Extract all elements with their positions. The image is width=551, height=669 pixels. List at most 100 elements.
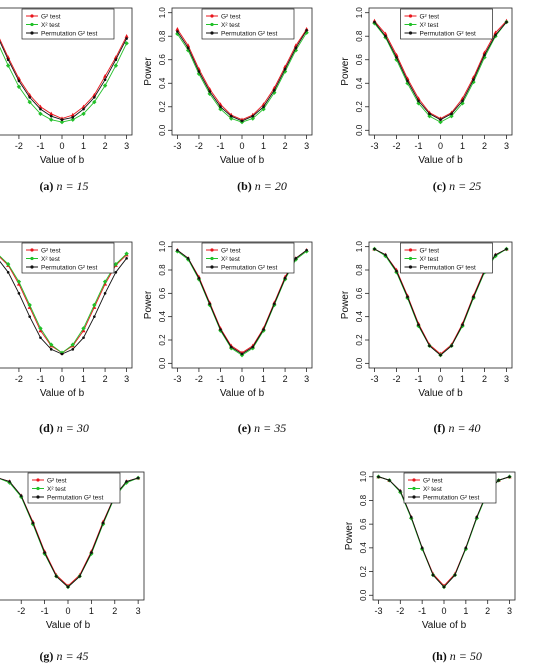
data-point-perm — [8, 480, 11, 483]
x-tick-label: 3 — [504, 374, 509, 384]
x-tick-label: 3 — [504, 141, 509, 151]
data-point-x2 — [394, 57, 399, 62]
x-tick-label: 1 — [89, 606, 94, 616]
data-point-g2 — [49, 111, 54, 116]
data-point-perm — [305, 248, 308, 252]
data-point-x2 — [124, 41, 129, 46]
data-point-x2 — [92, 99, 97, 105]
caption-n: n = 50 — [450, 649, 482, 663]
data-point-perm — [240, 119, 244, 123]
data-point-perm — [71, 116, 75, 119]
legend-marker-x2 — [408, 22, 413, 27]
data-point-x2 — [16, 84, 22, 89]
x-tick-label: 0 — [59, 374, 64, 384]
data-point-x2 — [175, 31, 180, 37]
x-tick-label: -1 — [216, 141, 224, 151]
x-tick-label: 3 — [304, 141, 309, 151]
x-tick-label: 0 — [59, 141, 64, 151]
data-point-perm — [6, 271, 10, 274]
data-point-x2 — [59, 119, 65, 125]
legend-label-perm: Permutation G² test — [221, 265, 278, 272]
data-point-perm — [373, 247, 376, 251]
caption-n: n = 25 — [449, 179, 481, 193]
x-tick-label: 1 — [460, 141, 465, 151]
data-point-perm — [229, 114, 233, 118]
data-point-x2 — [405, 81, 410, 86]
legend-marker-x2 — [210, 256, 214, 261]
legend-marker-g2 — [30, 14, 34, 18]
legend-label-g2: G² test — [423, 478, 443, 485]
x-tick-label: 3 — [124, 141, 129, 151]
data-point-perm — [494, 33, 497, 37]
y-tick-label: 0.4 — [359, 542, 368, 554]
legend-label-g2: G² test — [420, 248, 440, 255]
legend-marker-perm — [30, 265, 34, 269]
x-tick-label: 1 — [81, 374, 86, 384]
x-tick-label: 2 — [283, 374, 288, 384]
data-point-perm — [103, 78, 107, 82]
subfigure-caption: (e) n = 35 — [238, 421, 286, 435]
y-tick-label: 1.0 — [158, 7, 167, 19]
data-point-perm — [251, 114, 255, 118]
x-tick-label: 2 — [482, 374, 487, 384]
data-point-perm — [399, 489, 402, 493]
data-point-perm — [251, 345, 255, 349]
data-point-x2 — [124, 251, 129, 256]
series-line-perm — [177, 30, 307, 122]
data-point-x2 — [27, 99, 32, 105]
legend-label-x2: X² test — [41, 256, 60, 263]
legend-label-x2: X² test — [221, 256, 240, 263]
series-line-g2 — [0, 35, 128, 119]
data-point-perm — [428, 112, 431, 116]
y-tick-label: 0.2 — [359, 565, 368, 577]
data-point-perm — [294, 46, 298, 50]
data-point-perm — [505, 247, 508, 251]
data-point-perm — [384, 253, 387, 257]
data-point-perm — [384, 34, 387, 38]
x-tick-label: 1 — [81, 141, 86, 151]
subfigure-caption: (g) n = 45 — [39, 649, 88, 663]
x-tick-label: 0 — [239, 141, 244, 151]
chart-panel-e: -3 -2 -1 0 1 2 3 Value of b 0.0 0.2 0.4 0.6 0.8 1.0 Po… — [143, 241, 313, 435]
data-point-x2 — [81, 111, 86, 117]
caption-n: n = 40 — [448, 421, 480, 435]
x-tick-label: 3 — [136, 606, 141, 616]
data-point-perm — [208, 302, 211, 306]
x-tick-label: 2 — [103, 141, 108, 151]
data-point-perm — [114, 271, 118, 274]
data-point-x2 — [27, 302, 32, 308]
y-tick-label: 0.8 — [158, 30, 167, 42]
data-point-perm — [103, 292, 107, 295]
y-tick-label: 0.8 — [355, 264, 364, 276]
legend-marker-g2 — [408, 14, 413, 18]
legend-label-perm: Permutation G² test — [41, 31, 98, 38]
data-point-perm — [219, 105, 222, 109]
data-point-perm — [273, 302, 276, 306]
y-axis-label: Power — [143, 290, 154, 319]
x-axis-label: Value of b — [40, 388, 85, 399]
data-point-perm — [475, 515, 479, 519]
y-tick-label: 0.0 — [158, 357, 167, 369]
legend-label-g2: G² test — [221, 14, 241, 21]
y-tick-label: 0.2 — [158, 334, 167, 346]
data-point-perm — [373, 20, 376, 24]
data-point-perm — [450, 344, 453, 348]
y-tick-label: 0.6 — [158, 54, 167, 66]
data-point-perm — [186, 46, 190, 50]
x-axis-label: Value of b — [220, 388, 265, 399]
legend-label-g2: G² test — [221, 248, 241, 255]
data-point-perm — [229, 345, 233, 349]
x-tick-label: 2 — [283, 141, 288, 151]
data-point-g2 — [103, 74, 108, 78]
x-tick-label: -1 — [414, 141, 422, 151]
legend-label-perm: Permutation G² test — [221, 31, 278, 38]
data-point-g2 — [175, 26, 180, 31]
subfigure-caption: (h) n = 50 — [432, 649, 482, 663]
data-point-perm — [6, 58, 10, 62]
subfigure-caption: (d) n = 30 — [39, 421, 89, 435]
data-point-perm — [39, 107, 42, 111]
legend-label-x2: X² test — [221, 22, 240, 29]
data-point-perm — [420, 546, 424, 550]
